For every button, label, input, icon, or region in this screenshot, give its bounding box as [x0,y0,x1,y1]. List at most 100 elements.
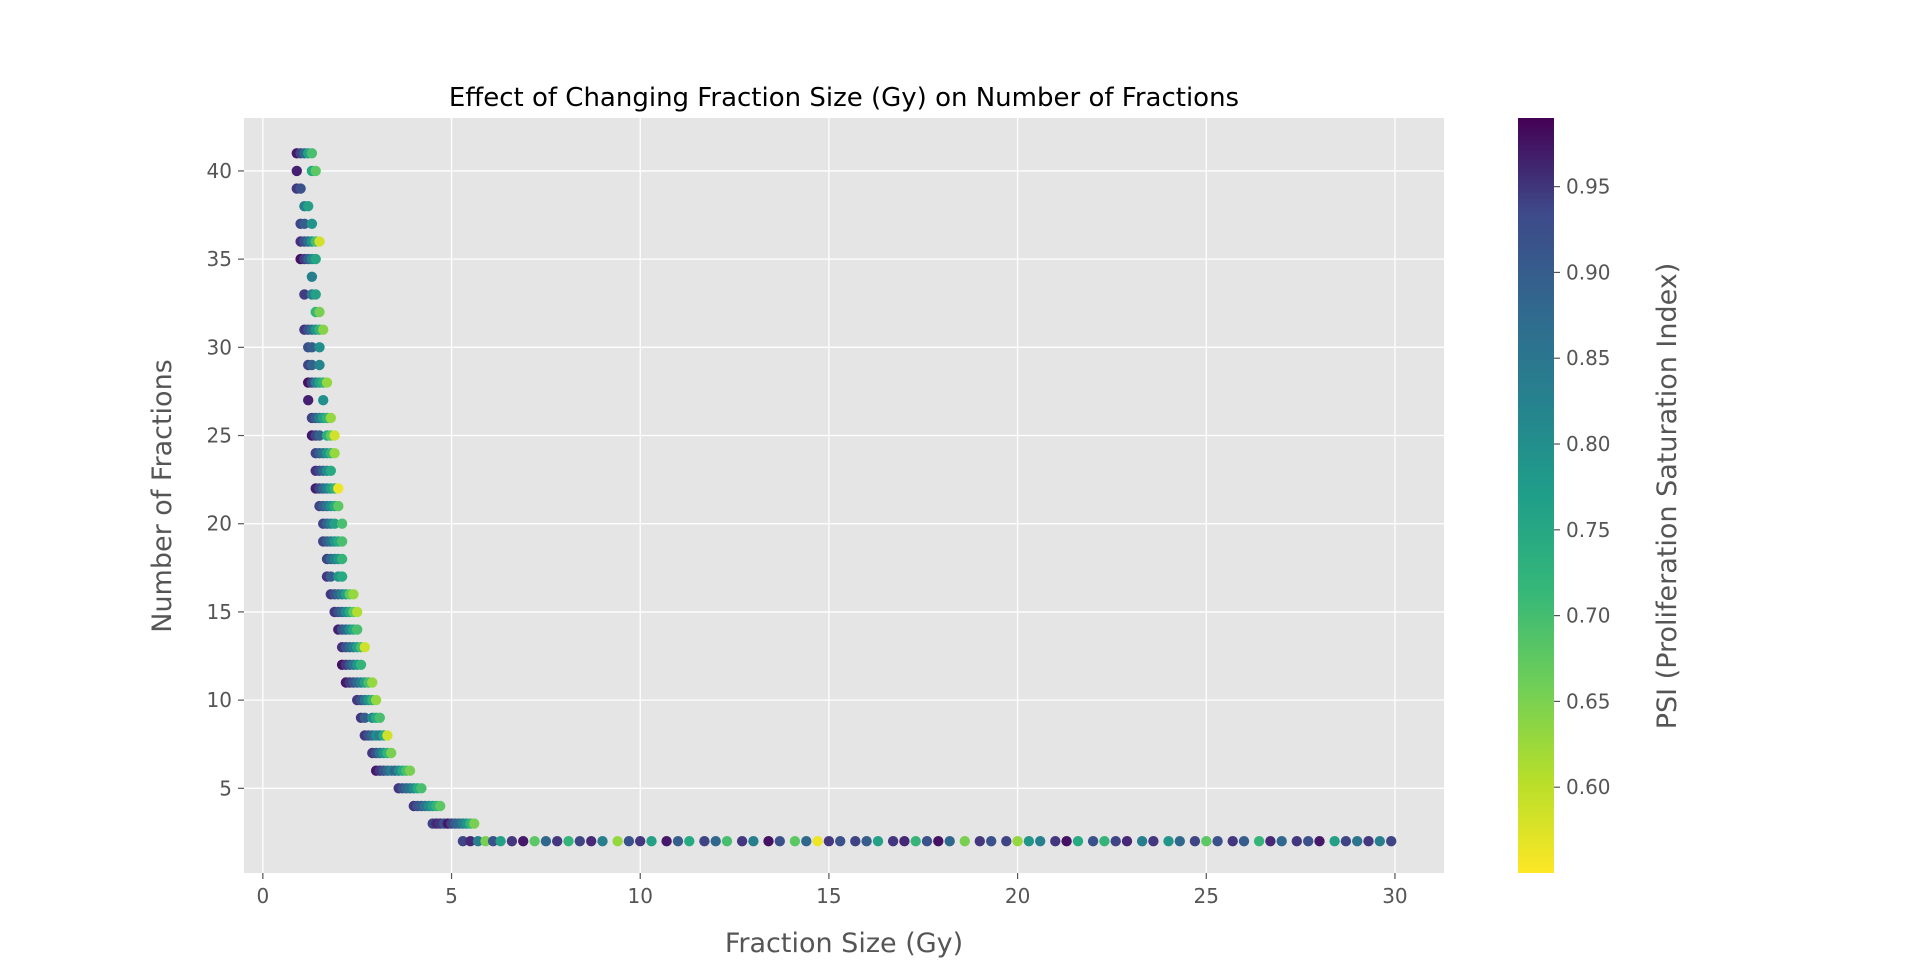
x-tick-label: 0 [257,884,270,908]
data-point [295,183,306,194]
data-point [299,218,310,229]
data-point [310,253,321,265]
data-point [1023,836,1035,847]
data-point [1329,836,1340,847]
data-point [472,836,484,847]
data-point [386,747,397,759]
data-point [1291,836,1303,847]
data-point [684,836,695,847]
data-point [861,836,872,847]
y-tick-label: 30 [207,335,232,359]
data-point [1227,836,1238,847]
data-point [310,165,321,177]
data-point [465,836,476,847]
grid [244,118,1444,873]
data-point [710,836,721,847]
x-axis-label: Fraction Size (Gy) [725,928,963,959]
data-point [1061,836,1072,847]
data-point [348,589,359,600]
data-point [306,271,318,282]
data-point [329,448,340,459]
data-points [291,148,1397,847]
y-tick-label: 40 [207,159,232,183]
data-point [850,836,861,847]
colorbar-tick-label: 0.95 [1566,175,1611,199]
data-point [367,677,378,688]
x-tick-label: 5 [445,884,458,908]
data-point [333,483,344,494]
data-point [646,836,657,847]
data-point [329,430,340,441]
data-point [748,836,759,847]
data-point [721,836,733,847]
data-point [1201,836,1212,847]
data-point [672,836,684,847]
data-point [1352,836,1363,847]
data-point [736,836,748,847]
data-point [480,836,491,847]
data-point [336,571,348,582]
data-point [944,836,955,847]
colorbar-tick-label: 0.80 [1566,432,1611,456]
data-point [321,377,333,388]
data-point [314,306,325,318]
data-point [1148,836,1159,847]
data-point [1189,836,1201,847]
data-point [763,836,774,847]
data-point [812,836,823,847]
data-point [318,324,329,335]
data-point [314,236,325,247]
data-point [1253,836,1265,847]
data-point [306,342,318,353]
data-point [835,836,846,847]
data-point [1276,836,1287,847]
data-point [382,730,393,741]
data-point [1136,836,1148,847]
colorbar-ticks: 0.60 0.65 0.70 0.75 0.80 0.85 0.90 0.95 [1554,175,1611,799]
data-point [325,571,336,582]
data-point [540,836,552,847]
colorbar-tick-label: 0.65 [1566,689,1611,713]
data-point [612,836,623,847]
data-point [1238,836,1250,847]
data-point [306,148,318,159]
data-point [352,606,363,618]
y-tick-label: 15 [207,600,232,624]
data-point [959,836,970,847]
x-tick-label: 25 [1194,884,1219,908]
data-point [336,536,348,547]
data-point [921,836,933,847]
data-point [986,836,997,847]
plot-area [244,118,1444,873]
data-point [563,836,574,847]
data-point [1050,836,1061,847]
data-point [314,359,325,371]
data-point [336,553,348,565]
chart-title: Effect of Changing Fraction Size (Gy) on… [449,83,1239,113]
data-point [457,836,469,847]
colorbar-tick-label: 0.60 [1566,775,1611,799]
data-point [574,836,585,847]
y-tick-label: 35 [207,247,232,271]
data-point [495,836,506,847]
data-point [435,800,446,812]
data-point [518,836,529,847]
y-tick-label: 5 [219,776,232,800]
data-point [303,395,314,406]
data-point [1363,836,1374,847]
colorbar [1518,118,1554,873]
data-point [623,836,635,847]
data-point [1035,836,1046,847]
y-axis-ticks: 5 10 15 20 25 30 35 40 [207,159,244,800]
data-point [329,518,340,529]
data-point [1110,836,1121,847]
data-point [370,694,382,706]
y-tick-label: 20 [207,512,232,536]
data-point [910,836,921,847]
colorbar-tick-label: 0.85 [1566,346,1611,370]
data-point [1001,836,1012,847]
x-tick-label: 10 [627,884,652,908]
data-point [333,500,344,512]
data-point [552,836,563,847]
data-point [1386,836,1397,847]
